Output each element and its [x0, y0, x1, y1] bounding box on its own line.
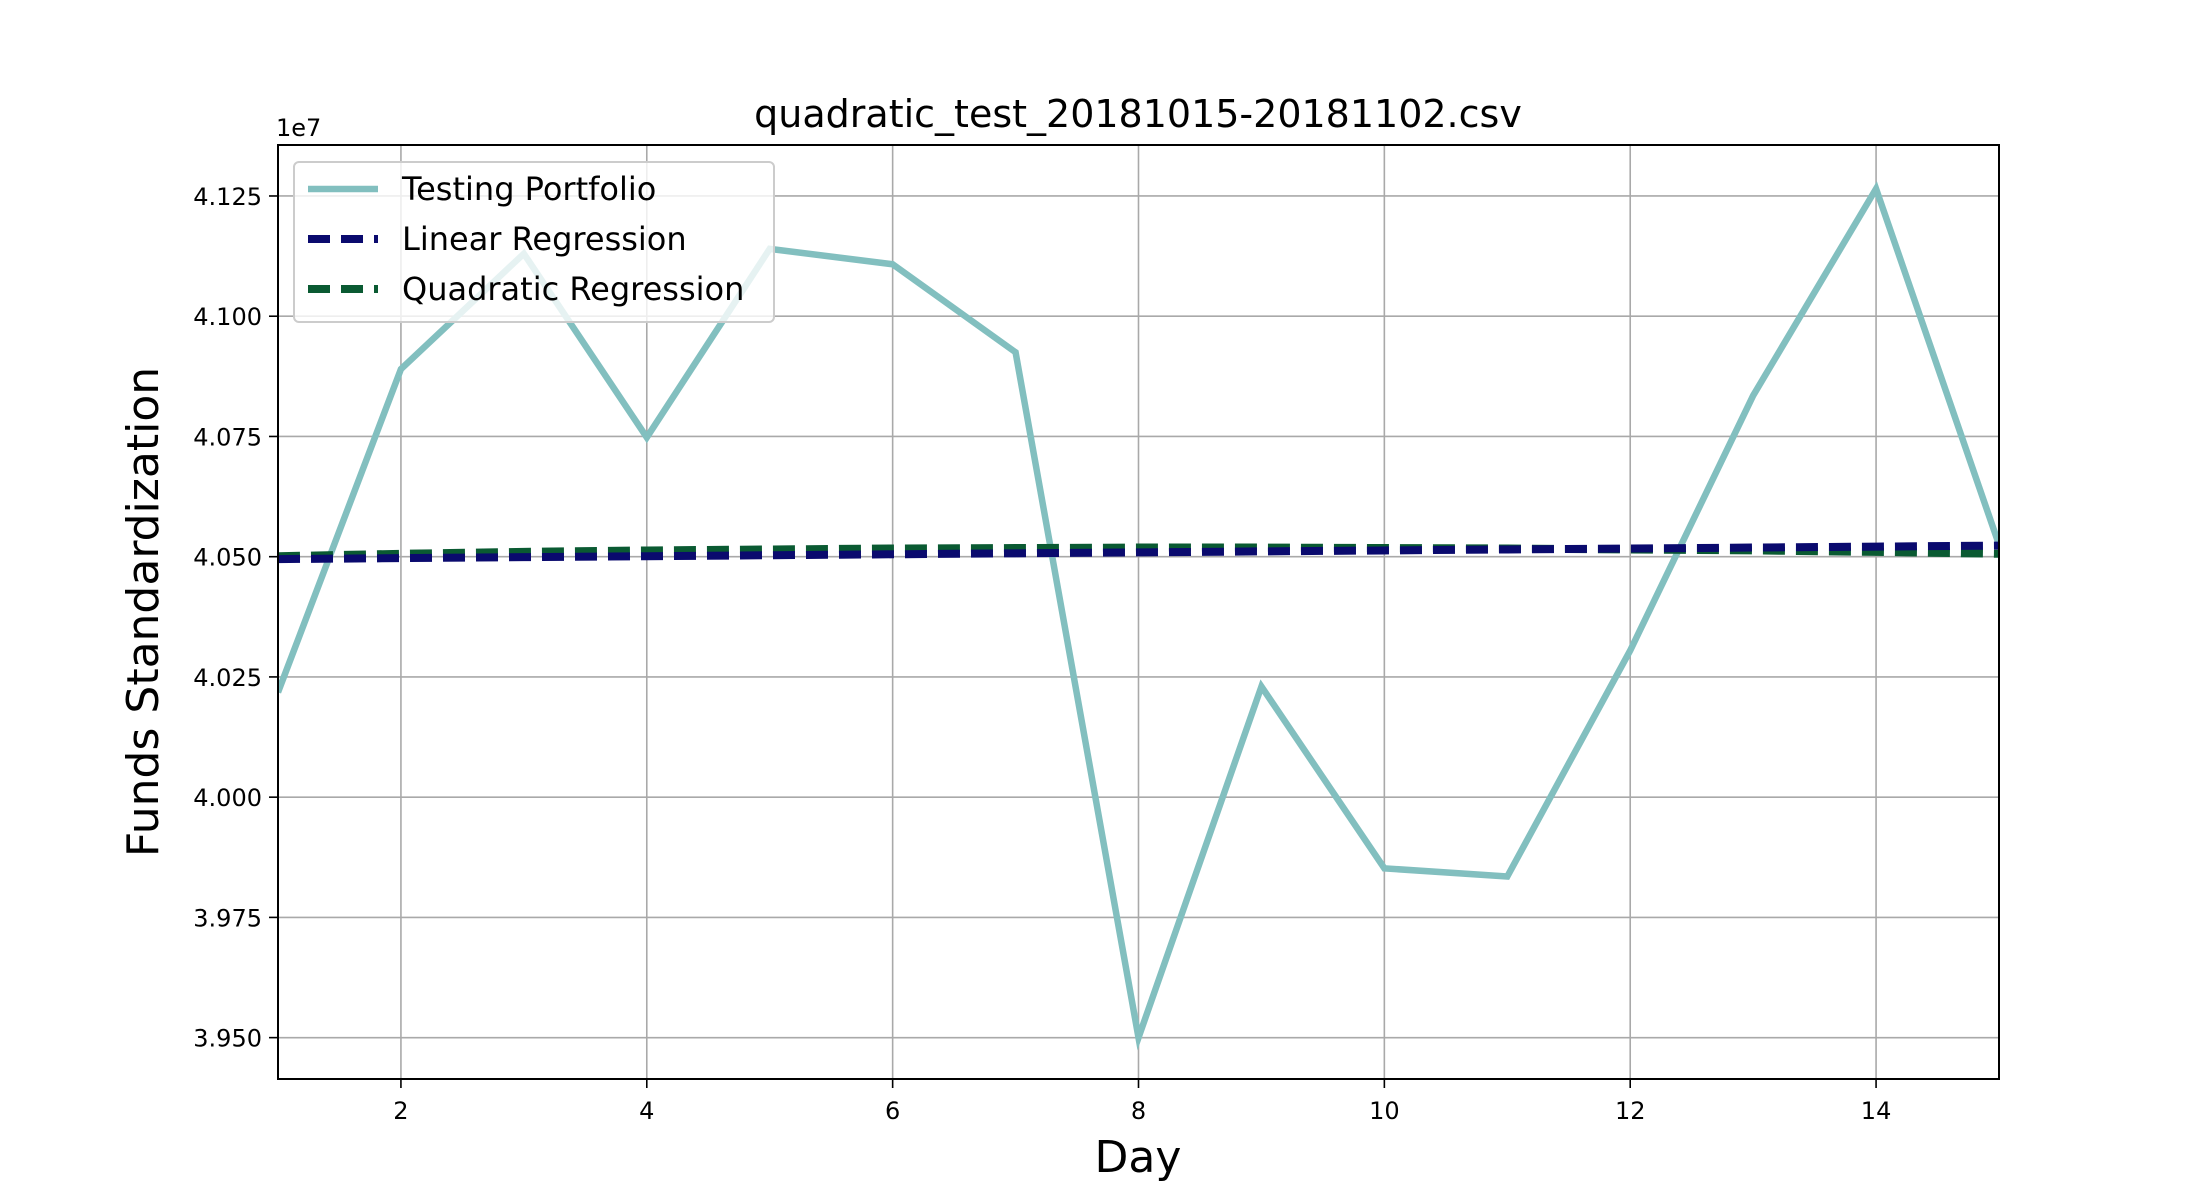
series-line-linear-regression — [278, 541, 1999, 564]
x-tick-label: 6 — [885, 1097, 900, 1125]
x-tick-label: 14 — [1861, 1097, 1892, 1125]
legend-label: Linear Regression — [402, 220, 687, 258]
y-axis-title: Funds Standardization — [118, 367, 169, 857]
x-axis-title: Day — [1095, 1132, 1182, 1183]
ticks: 2 4 6 8 10 12 14 3.950 3.975 4.000 4.025 4.050 4.075… — [193, 183, 1891, 1125]
chart-title: quadratic_test_20181015-20181102.csv — [754, 92, 1522, 136]
y-tick-label: 4.050 — [193, 544, 262, 572]
y-axis-offset-label: 1e7 — [276, 114, 321, 142]
y-tick-label: 4.000 — [193, 784, 262, 812]
y-tick-label: 4.100 — [193, 303, 262, 331]
x-tick-label: 10 — [1369, 1097, 1400, 1125]
y-tick-label: 4.125 — [193, 183, 262, 211]
x-tick-label: 2 — [393, 1097, 408, 1125]
legend-label: Quadratic Regression — [402, 270, 744, 308]
y-tick-label: 4.025 — [193, 664, 262, 692]
y-tick-label: 4.075 — [193, 423, 262, 451]
grid — [278, 145, 1999, 1079]
legend-label: Testing Portfolio — [401, 170, 656, 208]
x-tick-label: 8 — [1131, 1097, 1146, 1125]
y-tick-label: 3.950 — [193, 1025, 262, 1053]
legend: Testing Portfolio Linear Regression Quadra… — [293, 161, 775, 323]
y-tick-label: 3.975 — [193, 904, 262, 932]
legend-box — [293, 161, 775, 323]
x-tick-label: 12 — [1615, 1097, 1646, 1125]
x-tick-label: 4 — [639, 1097, 654, 1125]
